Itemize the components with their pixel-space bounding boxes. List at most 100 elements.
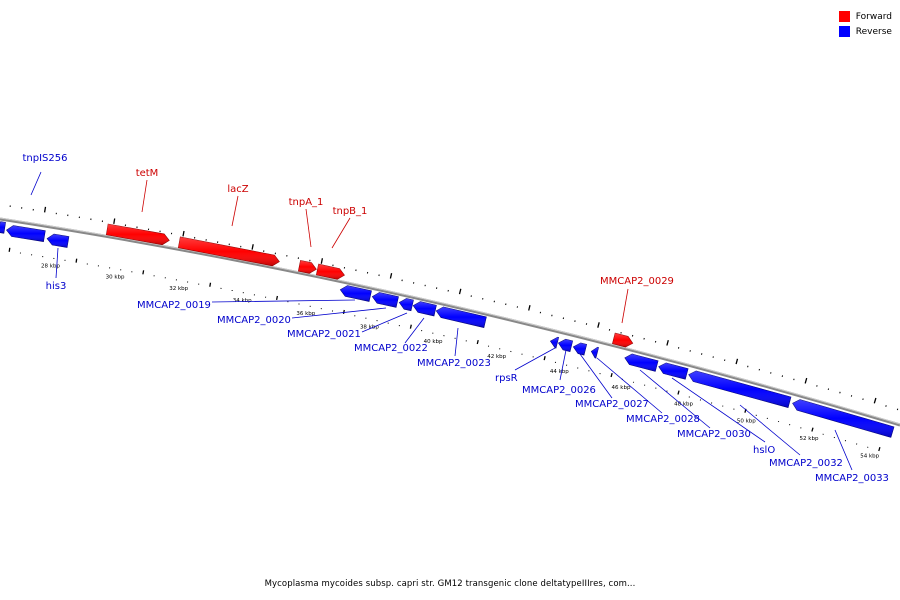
scale-label: 32 kbp [169, 286, 188, 292]
gene-arrow-shade [0, 221, 6, 234]
legend-item-forward: Forward [838, 9, 892, 24]
gene-label-0019[interactable]: MMCAP2_0019 [137, 300, 211, 311]
leader-line [30, 171, 42, 196]
gene-arrow-shade [550, 337, 559, 349]
scale-label: 36 kbp [296, 311, 315, 317]
tick-mark [528, 305, 531, 311]
gene-arrow-shade [792, 399, 894, 438]
gene-label-hsio[interactable]: hslO [753, 445, 775, 456]
map-title: Mycoplasma mycoides subsp. capri str. GM… [264, 579, 636, 589]
leader-line [141, 179, 148, 213]
legend-label-reverse: Reverse [855, 26, 892, 37]
leader-line [291, 307, 387, 319]
tick-mark [43, 206, 47, 213]
tick-mark [342, 309, 345, 315]
scale-label: 46 kbp [612, 385, 631, 391]
gene-label-0020[interactable]: MMCAP2_0020 [217, 315, 291, 326]
gene-label-0026[interactable]: MMCAP2_0026 [522, 385, 596, 396]
gene-arrow-shade [372, 292, 399, 308]
gene-arrow-shade [298, 260, 317, 274]
gene-label-0022[interactable]: MMCAP2_0022 [354, 343, 428, 354]
leader-line [559, 349, 567, 381]
tick-mark [543, 356, 546, 361]
tick-mark [182, 230, 185, 237]
tick-mark [878, 447, 881, 452]
scale-label: 30 kbp [106, 275, 125, 281]
scale-label: 54 kbp [860, 454, 879, 460]
gene-label-0023[interactable]: MMCAP2_0023 [417, 358, 491, 369]
tick-mark [409, 324, 412, 329]
gene-label-0029[interactable]: MMCAP2_0029 [600, 276, 674, 287]
tick-mark [389, 273, 393, 279]
gene-arrow-shade [591, 347, 599, 359]
tick-mark [610, 372, 613, 378]
gene-label-his3[interactable]: his3 [46, 281, 67, 292]
tick-mark [811, 427, 814, 432]
legend-swatch-forward [838, 11, 850, 22]
legend-swatch-reverse [838, 26, 850, 37]
leader-line [231, 195, 239, 227]
leader-line [579, 353, 613, 399]
scale-label: 42 kbp [487, 354, 506, 360]
scale-label: 44 kbp [550, 369, 569, 375]
scale-label: 48 kbp [674, 401, 693, 407]
leader-line [514, 347, 556, 371]
leader-line [305, 208, 312, 248]
inner-tick-marks [8, 247, 881, 452]
gene-arrow-shade [658, 362, 689, 380]
gene-label-0030[interactable]: MMCAP2_0030 [677, 429, 751, 440]
gene-label-0028[interactable]: MMCAP2_0028 [626, 414, 700, 425]
scale-label: 40 kbp [424, 339, 443, 345]
tick-mark [839, 391, 841, 394]
gene-label-0032[interactable]: MMCAP2_0032 [769, 458, 843, 469]
tick-mark [735, 358, 739, 365]
gene-arrow-shade [558, 339, 573, 352]
scale-label: 52 kbp [800, 436, 819, 442]
leader-line [639, 369, 711, 429]
gene-arrow-shade [47, 234, 69, 248]
tick-mark [781, 375, 784, 378]
gene-arrow-shade [6, 225, 46, 242]
tick-mark [320, 258, 324, 264]
gene-arrow-shade [340, 285, 372, 302]
gene-label-0021[interactable]: MMCAP2_0021 [287, 329, 361, 340]
gene-label-tnpis256[interactable]: tnpIS256 [23, 153, 68, 164]
tick-mark [209, 282, 212, 287]
tick-mark [251, 244, 254, 250]
gene-label-lacz[interactable]: lacZ [227, 184, 248, 195]
leader-line [454, 327, 459, 357]
gene-arrow-shade [316, 264, 345, 280]
gene-features [0, 221, 895, 438]
gene-arrow-shade [413, 301, 437, 316]
tick-mark [873, 397, 877, 404]
gene-arrow-shade [399, 298, 414, 311]
leader-line [671, 377, 766, 443]
tick-mark [8, 247, 11, 252]
gene-arrow-shade [624, 354, 659, 372]
genome-backbone [0, 217, 900, 427]
tick-mark [458, 288, 462, 295]
gene-label-tnpb1[interactable]: tnpB_1 [333, 206, 368, 217]
tick-mark [597, 322, 600, 328]
gene-label-rpsr[interactable]: rpsR [495, 373, 518, 384]
gene-label-tetm[interactable]: tetM [136, 168, 159, 179]
tick-mark [113, 218, 116, 225]
leader-line [834, 429, 853, 471]
leader-line [596, 357, 663, 414]
legend: Forward Reverse [838, 9, 892, 39]
gene-arrow-shade [106, 224, 170, 245]
leader-line [55, 247, 59, 279]
gene-arrow-shade [612, 333, 633, 348]
tick-mark [476, 339, 479, 345]
leader-line [331, 217, 351, 249]
gene-label-0033[interactable]: MMCAP2_0033 [815, 473, 889, 484]
legend-item-reverse: Reverse [838, 24, 892, 39]
label-leader-lines [30, 171, 853, 471]
outer-tick-marks [9, 205, 899, 411]
scale-label: 28 kbp [41, 264, 60, 270]
gene-label-0027[interactable]: MMCAP2_0027 [575, 399, 649, 410]
leader-line [404, 317, 425, 344]
gene-label-tnpa1[interactable]: tnpA_1 [289, 197, 324, 208]
leader-line [361, 312, 408, 333]
